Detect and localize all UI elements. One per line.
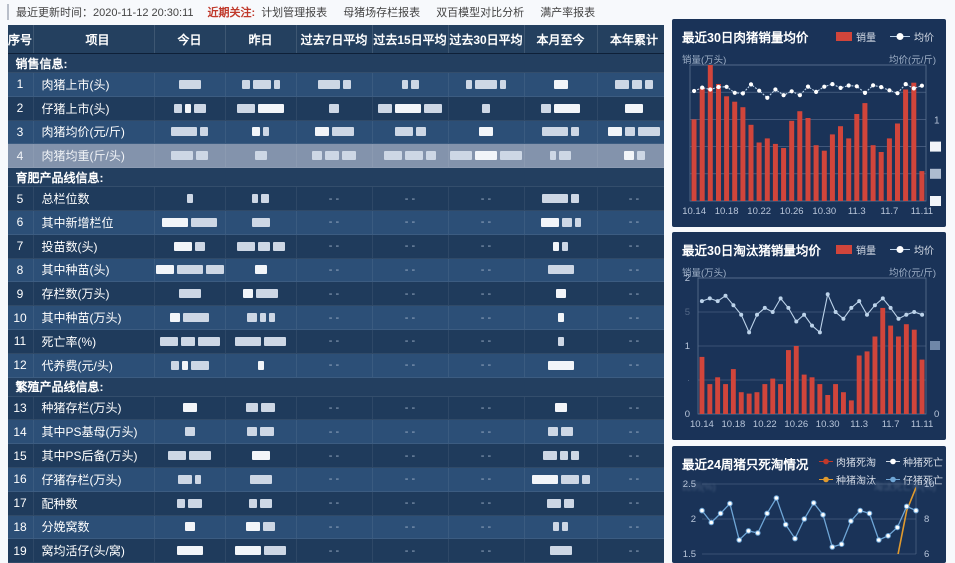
svg-text:11.11: 11.11 bbox=[911, 206, 933, 217]
svg-text:11.11: 11.11 bbox=[911, 419, 933, 430]
svg-text:11.3: 11.3 bbox=[850, 419, 868, 430]
svg-text:10.30: 10.30 bbox=[812, 206, 836, 217]
svg-text:0: 0 bbox=[685, 409, 690, 420]
svg-text:10: 10 bbox=[924, 479, 935, 490]
svg-text:1: 1 bbox=[685, 341, 690, 352]
svg-text:2.5: 2.5 bbox=[683, 479, 696, 490]
svg-text:10.14: 10.14 bbox=[690, 419, 714, 430]
svg-text:10.22: 10.22 bbox=[753, 419, 777, 430]
svg-text:11.3: 11.3 bbox=[848, 206, 866, 217]
svg-text:1.5: 1.5 bbox=[683, 549, 696, 560]
svg-text:10.30: 10.30 bbox=[816, 419, 840, 430]
svg-text:11.7: 11.7 bbox=[881, 206, 899, 217]
svg-text:10.22: 10.22 bbox=[747, 206, 771, 217]
svg-text:10.18: 10.18 bbox=[722, 419, 746, 430]
svg-text:10.18: 10.18 bbox=[715, 206, 739, 217]
svg-text:5: 5 bbox=[685, 307, 690, 318]
svg-text:10.14: 10.14 bbox=[682, 206, 706, 217]
svg-text:6: 6 bbox=[924, 549, 929, 560]
svg-text:2: 2 bbox=[691, 514, 696, 525]
svg-text:10.26: 10.26 bbox=[780, 206, 804, 217]
svg-text:1: 1 bbox=[934, 115, 940, 126]
svg-text:2: 2 bbox=[685, 273, 690, 284]
svg-text:11.7: 11.7 bbox=[882, 419, 900, 430]
svg-text:0: 0 bbox=[934, 409, 939, 420]
svg-text:8: 8 bbox=[924, 514, 929, 525]
svg-text:10.26: 10.26 bbox=[784, 419, 808, 430]
svg-text:·: · bbox=[687, 375, 690, 386]
